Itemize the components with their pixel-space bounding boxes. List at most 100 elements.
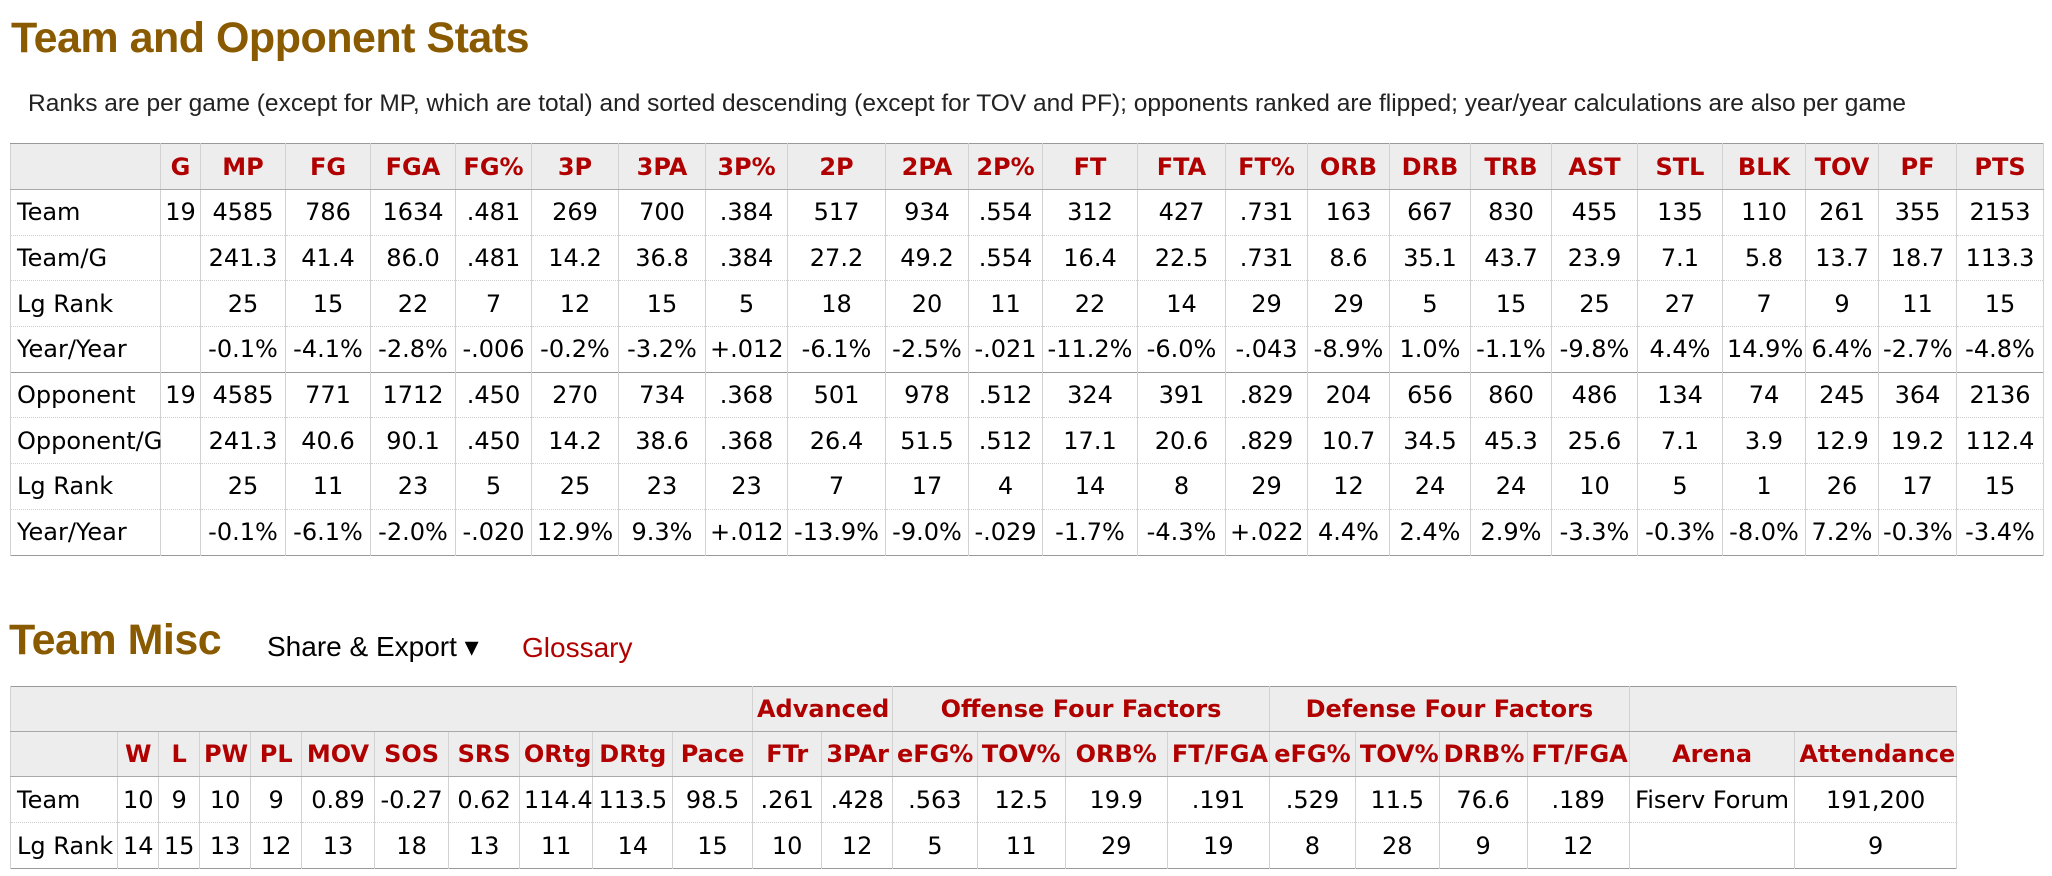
cell-2p-pct: .512	[968, 371, 1043, 419]
cell-drb: 2.4%	[1389, 509, 1471, 556]
cell-2pa: -2.5%	[885, 326, 969, 373]
col-header-pw[interactable]: PW	[199, 731, 252, 777]
cell-2p: 27.2	[787, 235, 886, 282]
col-header-stl[interactable]: STL	[1637, 143, 1723, 190]
cell-3p: 270	[531, 371, 619, 419]
col-header-tov[interactable]: TOV	[1805, 143, 1879, 190]
cell-ast: -3.3%	[1551, 509, 1638, 556]
cell-3p: -0.2%	[531, 326, 619, 373]
col-header-fg-pct[interactable]: FG%	[455, 143, 532, 190]
col-header-2pa[interactable]: 2PA	[885, 143, 969, 190]
col-header-ft-pct[interactable]: FT%	[1225, 143, 1308, 190]
cell-fg-pct: .450	[455, 417, 532, 465]
cell-pw: 10	[199, 776, 252, 823]
cell-drb: 656	[1389, 371, 1471, 419]
cell-pts: 15	[1956, 280, 2044, 328]
col-header-pl[interactable]: PL	[250, 731, 303, 777]
col-header-l[interactable]: L	[158, 731, 201, 777]
cell-l: 15	[158, 822, 201, 869]
col-header-fg[interactable]: FG	[285, 143, 371, 190]
cell-3pa: 734	[618, 371, 706, 419]
cell-trb: 860	[1470, 371, 1552, 419]
cell-mp: 25	[200, 280, 286, 328]
col-header-blk[interactable]: BLK	[1722, 143, 1806, 190]
table-row: Team 10 9 10 9 0.89 -0.27 0.62 114.4 113.5 98.5.26…	[9, 776, 1957, 823]
cell-attendance: 191,200	[1794, 776, 1957, 823]
cell-2p-pct: -.029	[968, 509, 1043, 556]
table-row: Lg Rank 25 15 22 7 12 15 5 18 20 11 22 14 29 29 5 15 25 27…	[10, 280, 2044, 328]
col-header-ft[interactable]: FT	[1042, 143, 1138, 190]
cell-tov-pct: 11	[976, 822, 1066, 869]
col-header-trb[interactable]: TRB	[1470, 143, 1552, 190]
cell-fg-pct: 5	[455, 463, 532, 510]
col-header-2p[interactable]: 2P	[787, 143, 886, 190]
col-header-tov-pct[interactable]: TOV%	[976, 731, 1066, 777]
cell-fga: 90.1	[370, 417, 456, 465]
cell-drb-pct: 76.6	[1438, 776, 1528, 823]
cell-ft-fga: .191	[1166, 776, 1271, 823]
cell-3p: 12.9%	[531, 509, 619, 556]
cell-attendance: 9	[1794, 822, 1957, 869]
col-header-2p-pct[interactable]: 2P%	[968, 143, 1043, 190]
cell-stl: 135	[1637, 189, 1723, 236]
table-row: Team 19 4585 786 1634.481 269 700.384 517 934.55…	[10, 189, 2044, 236]
col-header-w[interactable]: W	[117, 731, 160, 777]
col-header-efg-pct[interactable]: eFG%	[891, 731, 978, 777]
cell-blk: 5.8	[1722, 235, 1806, 282]
cell-tov: 7.2%	[1805, 509, 1879, 556]
cell-2p-pct: .512	[968, 417, 1043, 465]
cell-fg: -6.1%	[285, 509, 371, 556]
col-header-g[interactable]: G	[160, 143, 201, 190]
col-header-fga[interactable]: FGA	[370, 143, 456, 190]
cell-tov: 6.4%	[1805, 326, 1879, 373]
cell-mp: 25	[200, 463, 286, 510]
col-header-3p-pct[interactable]: 3P%	[705, 143, 788, 190]
cell-trb: -1.1%	[1470, 326, 1552, 373]
col-header-ortg[interactable]: ORtg	[518, 731, 594, 777]
cell-stl: 7.1	[1637, 235, 1723, 282]
cell-ortg: 114.4	[518, 776, 594, 823]
col-header-pace[interactable]: Pace	[672, 731, 753, 777]
col-header-drb-pct[interactable]: DRB%	[1438, 731, 1528, 777]
share-export-dropdown[interactable]: Share & Export ▾	[267, 631, 479, 662]
col-header-ft-fga[interactable]: FT/FGA	[1166, 731, 1271, 777]
col-header-ft-fga[interactable]: FT/FGA	[1526, 731, 1630, 777]
col-header-tov-pct[interactable]: TOV%	[1354, 731, 1440, 777]
col-header-ast[interactable]: AST	[1551, 143, 1638, 190]
cell-ast: 10	[1551, 463, 1638, 510]
col-header-drtg[interactable]: DRtg	[592, 731, 674, 777]
col-header-orb-pct[interactable]: ORB%	[1064, 731, 1168, 777]
glossary-link[interactable]: Glossary	[522, 632, 633, 663]
col-header-ftr[interactable]: FTr	[751, 731, 823, 777]
col-header-mp[interactable]: MP	[200, 143, 286, 190]
col-header-efg-pct[interactable]: eFG%	[1269, 731, 1356, 777]
col-header-drb[interactable]: DRB	[1389, 143, 1471, 190]
col-header-sos[interactable]: SOS	[373, 731, 450, 777]
team-misc-heading: Team Misc	[9, 616, 222, 664]
col-header-fta[interactable]: FTA	[1137, 143, 1226, 190]
cell-fga: 1634	[370, 189, 456, 236]
cell-ortg: 11	[518, 822, 594, 869]
cell-mp: 241.3	[200, 235, 286, 282]
col-header-mov[interactable]: MOV	[301, 731, 375, 777]
col-header-pf[interactable]: PF	[1878, 143, 1957, 190]
col-header-srs[interactable]: SRS	[448, 731, 520, 777]
col-header-3pa[interactable]: 3PA	[618, 143, 706, 190]
cell-fg: -4.1%	[285, 326, 371, 373]
cell-pl: 12	[250, 822, 303, 869]
cell-ft-pct: +.022	[1225, 509, 1308, 556]
col-header-attendance[interactable]: Attendance	[1794, 731, 1957, 777]
cell-g	[160, 235, 201, 282]
cell-pf: -2.7%	[1878, 326, 1957, 373]
cell-orb: 8.6	[1307, 235, 1390, 282]
col-header-orb[interactable]: ORB	[1307, 143, 1390, 190]
table-row: Lg Rank 14 15 13 12 13 18 13 11 14 15 10 12 5 11 29 19 8 2…	[9, 822, 1957, 869]
col-header-3p[interactable]: 3P	[531, 143, 619, 190]
cell-mp: -0.1%	[200, 509, 286, 556]
col-header-3par[interactable]: 3PAr	[821, 731, 893, 777]
col-header-arena[interactable]: Arena	[1628, 731, 1796, 777]
cell-3par: .428	[821, 776, 893, 823]
col-header-pts[interactable]: PTS	[1956, 143, 2044, 190]
cell-efg-pct: 5	[891, 822, 978, 869]
cell-drb: 5	[1389, 280, 1471, 328]
